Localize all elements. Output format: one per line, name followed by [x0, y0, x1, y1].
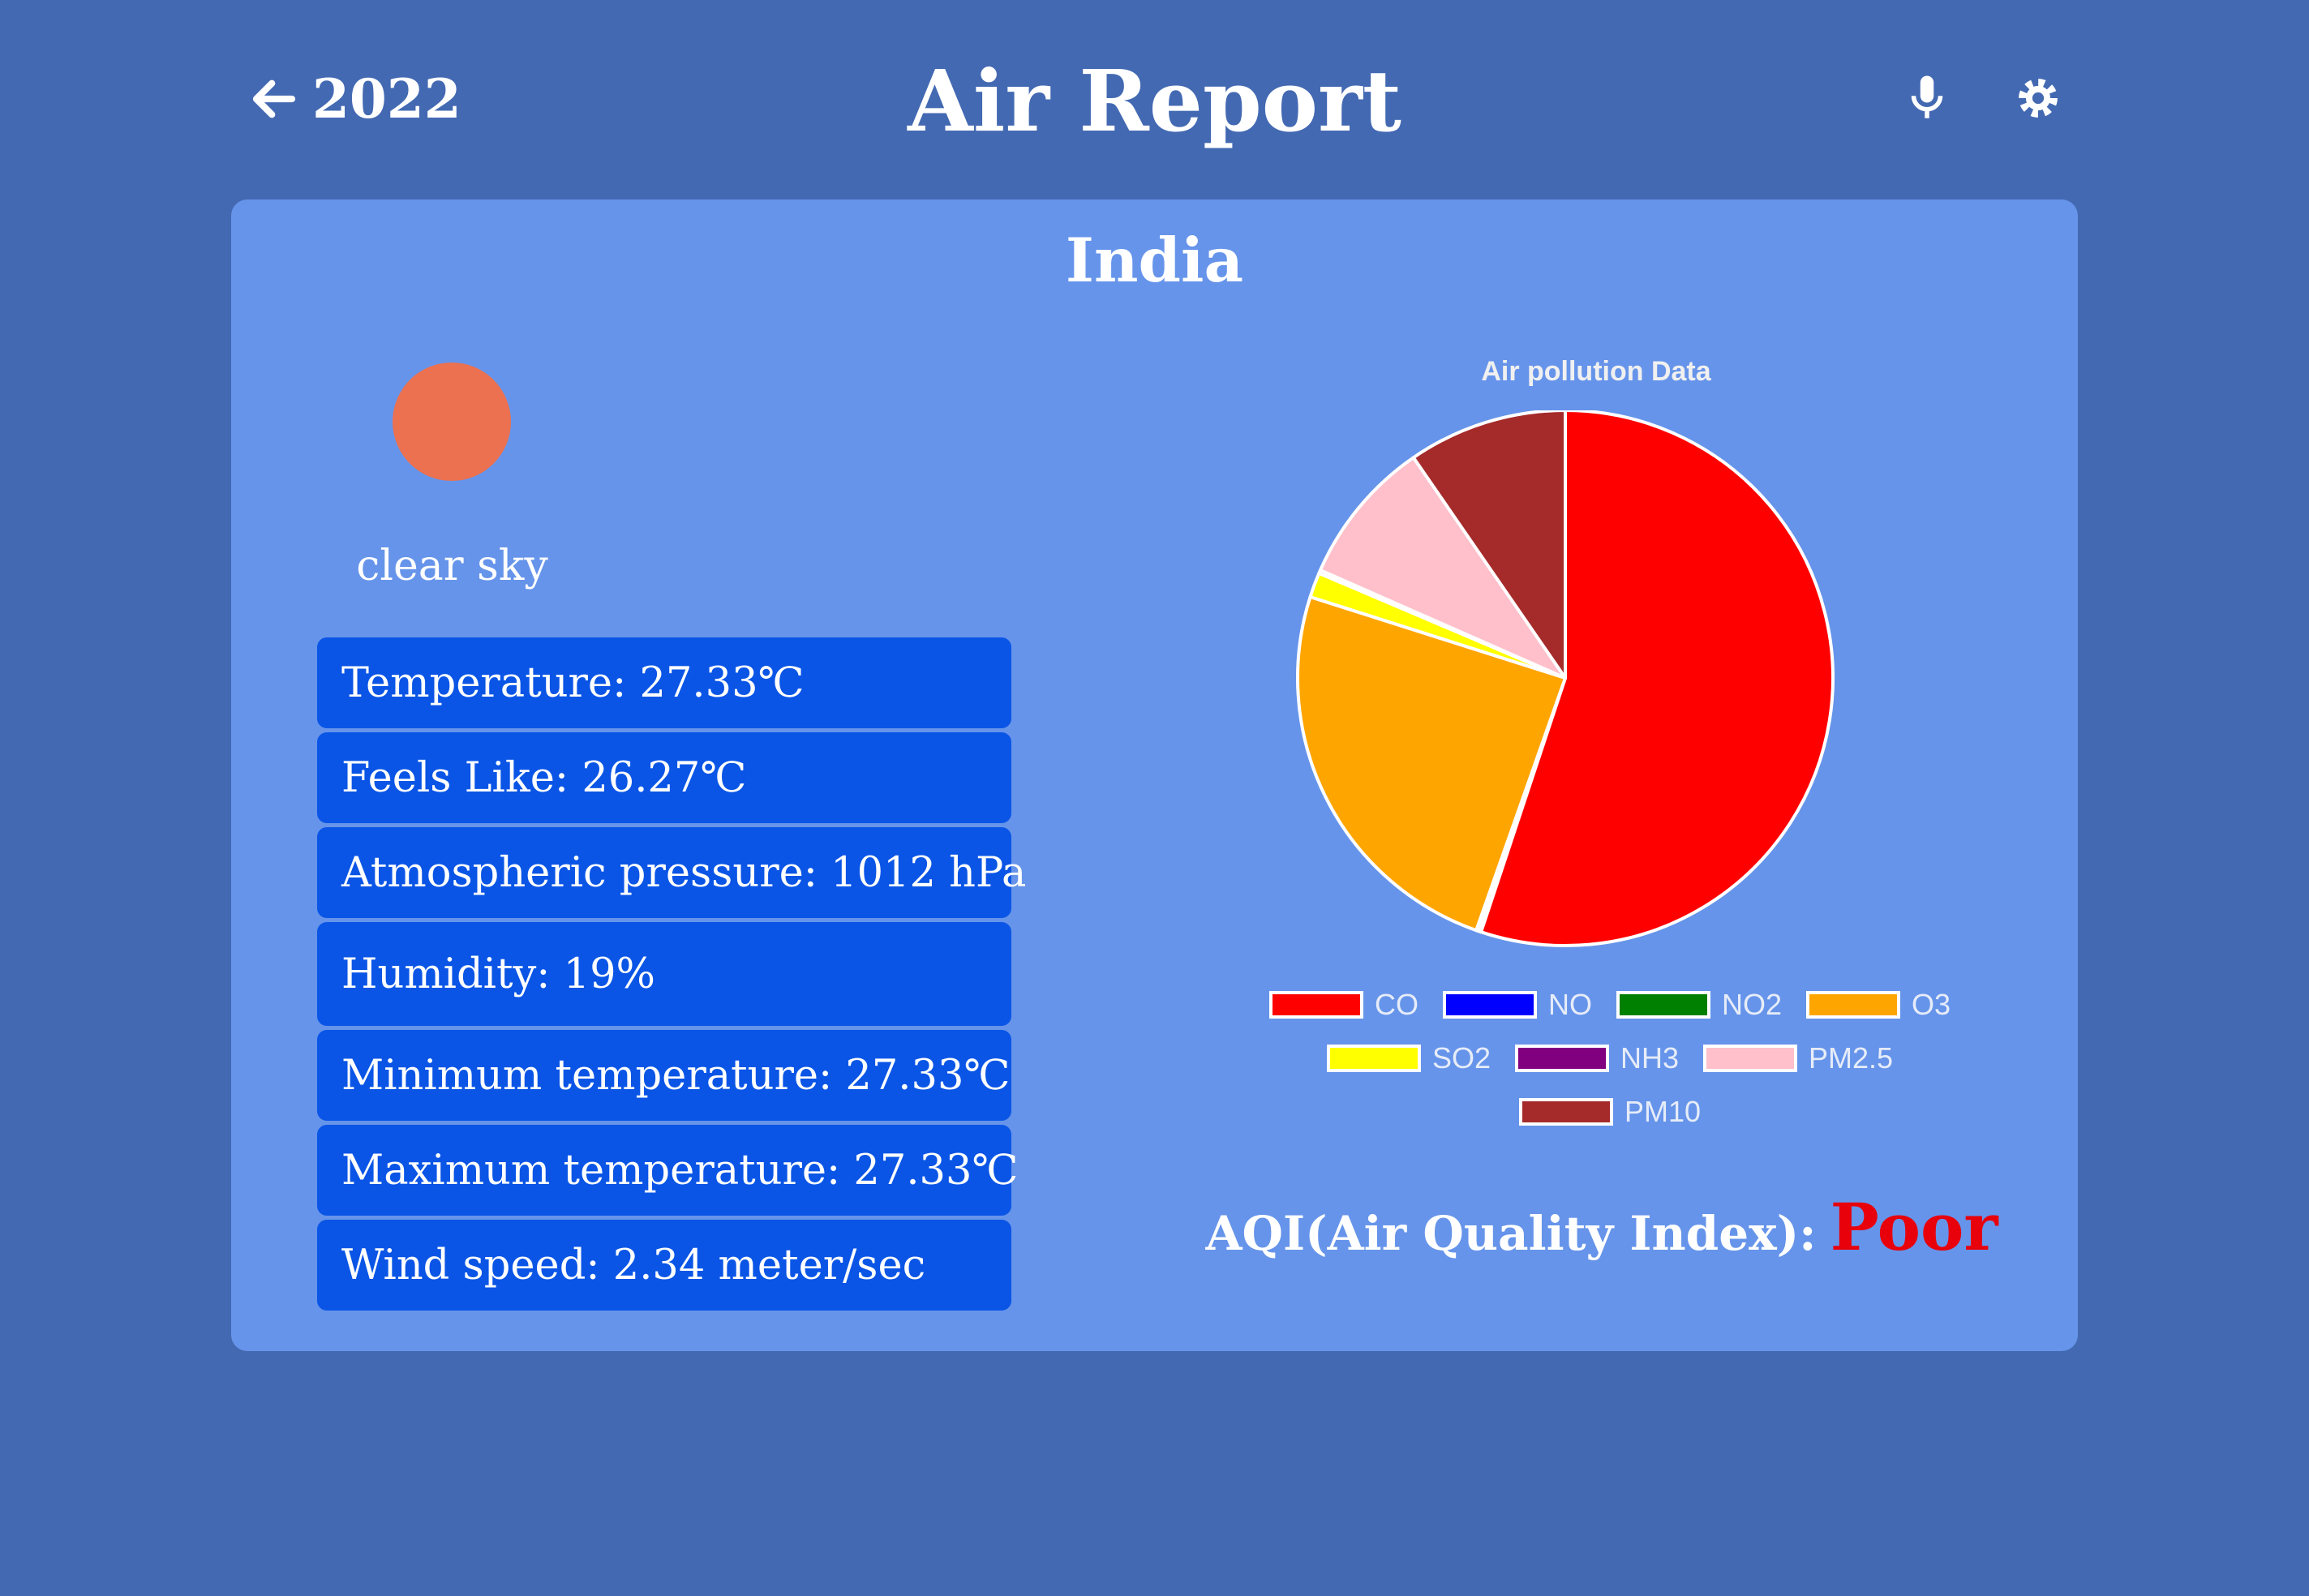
- legend-item-pm25[interactable]: PM2.5: [1703, 1041, 1893, 1075]
- chart-legend: CO NO NO2 O3 SO2 NH3: [1204, 978, 2015, 1139]
- aqi-label: AQI(Air Quality Index):: [1205, 1206, 1817, 1261]
- pollution-pie-chart: [1296, 410, 1835, 947]
- legend-swatch: [1703, 1045, 1798, 1072]
- weather-stats: Temperature: 27.33℃ Feels Like: 26.27℃ A…: [317, 637, 1026, 1315]
- header: 2022 Air Report: [0, 0, 2309, 195]
- legend-item-co[interactable]: CO: [1268, 988, 1418, 1022]
- min-temperature-stat: Minimum temperature: 27.33℃: [317, 1030, 1011, 1121]
- gear-icon[interactable]: [2011, 71, 2065, 125]
- legend-label: PM10: [1624, 1095, 1702, 1128]
- legend-swatch: [1518, 1098, 1613, 1126]
- chart-title: Air pollution Data: [1481, 356, 1711, 387]
- legend-label: NO: [1547, 988, 1592, 1021]
- wind-speed-stat: Wind speed: 2.34 meter/sec: [317, 1220, 1011, 1311]
- legend-row: PM10: [1204, 1085, 2015, 1139]
- legend-swatch: [1806, 991, 1900, 1019]
- legend-swatch: [1268, 991, 1363, 1019]
- legend-row: CO NO NO2 O3: [1204, 978, 2015, 1032]
- legend-label: SO2: [1431, 1041, 1491, 1075]
- legend-item-nh3[interactable]: NH3: [1514, 1041, 1680, 1075]
- pie-slice-o3[interactable]: [1296, 594, 1567, 933]
- legend-swatch: [1326, 1045, 1421, 1072]
- legend-item-pm10[interactable]: PM10: [1518, 1095, 1702, 1129]
- legend-label: NO2: [1721, 988, 1782, 1021]
- country-card: India clear sky Temperature: 27.33℃ Feel…: [231, 200, 2078, 1351]
- legend-item-so2[interactable]: SO2: [1326, 1041, 1491, 1075]
- legend-item-o3[interactable]: O3: [1806, 988, 1951, 1022]
- aqi-line: AQI(Air Quality Index): Poor: [1196, 1189, 2007, 1265]
- legend-item-no2[interactable]: NO2: [1616, 988, 1782, 1022]
- legend-swatch: [1442, 991, 1537, 1019]
- legend-swatch: [1514, 1045, 1609, 1072]
- pressure-stat: Atmospheric pressure: 1012 hPa: [317, 827, 1026, 918]
- legend-label: NH3: [1620, 1041, 1680, 1075]
- legend-label: PM2.5: [1809, 1041, 1894, 1075]
- pie-slice-co[interactable]: [1479, 410, 1835, 947]
- humidity-stat: Humidity: 19%: [317, 922, 1011, 1026]
- legend-label: O3: [1912, 988, 1951, 1021]
- temperature-stat: Temperature: 27.33℃: [317, 637, 1011, 728]
- arrow-left-icon: [252, 79, 296, 118]
- legend-row: SO2 NH3 PM2.5: [1204, 1032, 2015, 1085]
- microphone-icon[interactable]: [1900, 71, 1954, 125]
- legend-item-no[interactable]: NO: [1442, 988, 1592, 1022]
- back-button[interactable]: 2022: [247, 58, 461, 139]
- legend-swatch: [1616, 991, 1710, 1019]
- feels-like-stat: Feels Like: 26.27℃: [317, 732, 1011, 823]
- max-temperature-stat: Maximum temperature: 27.33℃: [317, 1125, 1018, 1216]
- legend-label: CO: [1374, 988, 1418, 1021]
- page-title: Air Report: [908, 51, 1401, 151]
- year-label: 2022: [312, 67, 461, 131]
- aqi-value: Poor: [1830, 1189, 1998, 1265]
- pie-slice-pm25[interactable]: [1318, 456, 1567, 680]
- weather-description: clear sky: [356, 542, 548, 590]
- country-name: India: [1065, 225, 1244, 296]
- sun-icon: [393, 363, 511, 481]
- pie-slice-pm10[interactable]: [1411, 410, 1567, 680]
